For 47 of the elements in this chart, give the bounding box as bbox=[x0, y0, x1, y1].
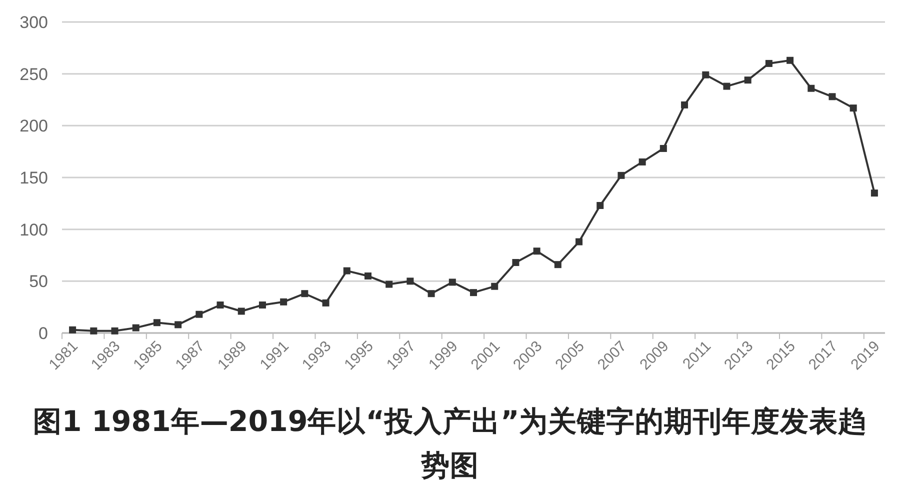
point bbox=[765, 60, 772, 67]
point bbox=[238, 308, 245, 315]
point bbox=[301, 290, 308, 298]
point bbox=[90, 327, 98, 334]
y-tick-label: 250 bbox=[20, 64, 48, 84]
y-tick-label: 100 bbox=[20, 220, 48, 240]
point bbox=[723, 82, 730, 90]
point bbox=[196, 310, 203, 318]
point bbox=[216, 302, 224, 309]
point bbox=[786, 56, 794, 64]
point bbox=[258, 302, 266, 309]
point bbox=[364, 272, 372, 280]
point bbox=[428, 290, 435, 298]
point bbox=[870, 190, 878, 197]
point bbox=[132, 324, 140, 332]
point bbox=[512, 259, 520, 266]
text: 图1 1981年—2019年以“投入产出”为关键字的期刊年度发表趋势图 bbox=[32, 404, 868, 484]
point bbox=[618, 172, 625, 179]
point bbox=[174, 321, 182, 328]
point bbox=[638, 158, 646, 166]
point bbox=[406, 278, 414, 285]
point bbox=[111, 327, 118, 334]
y-tick-label: 150 bbox=[20, 168, 48, 188]
y-tick-label: 300 bbox=[20, 13, 48, 32]
point bbox=[596, 202, 604, 209]
point bbox=[343, 267, 350, 274]
point bbox=[386, 280, 393, 288]
point bbox=[702, 71, 710, 78]
y-tick-label: 200 bbox=[20, 116, 48, 136]
point bbox=[533, 248, 540, 255]
y-tick-label: 0 bbox=[38, 324, 48, 343]
point bbox=[660, 144, 667, 152]
point bbox=[554, 261, 562, 268]
point bbox=[744, 76, 752, 84]
point bbox=[576, 238, 583, 246]
point bbox=[828, 93, 836, 100]
point bbox=[850, 104, 857, 112]
point bbox=[681, 101, 688, 108]
y-tick-label: 50 bbox=[29, 272, 48, 292]
point bbox=[491, 282, 498, 290]
point bbox=[280, 298, 288, 306]
point bbox=[153, 319, 160, 326]
point bbox=[69, 326, 76, 334]
point bbox=[808, 84, 815, 92]
point bbox=[448, 278, 456, 286]
point bbox=[322, 299, 330, 306]
point bbox=[470, 289, 477, 296]
